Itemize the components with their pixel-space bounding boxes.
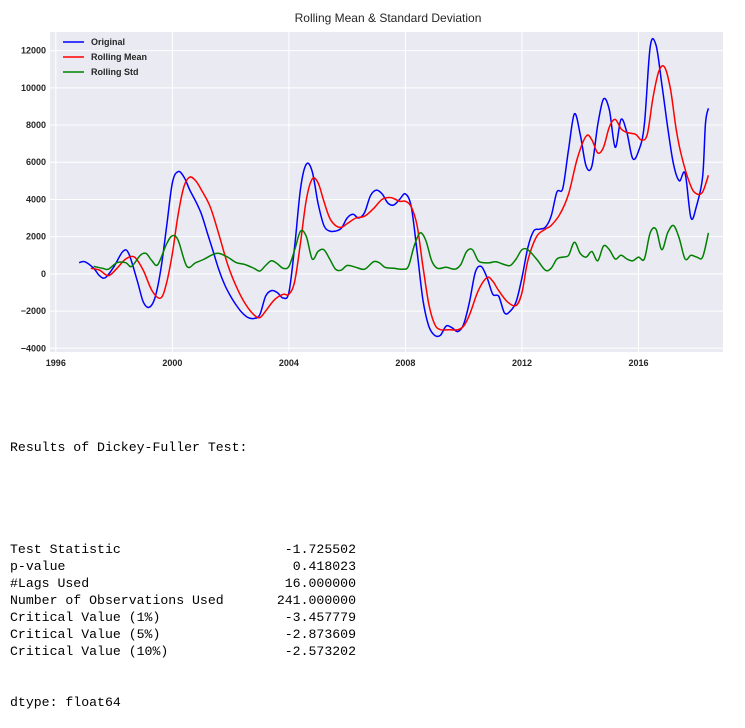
x-tick-label: 2004 xyxy=(279,358,299,368)
result-row: #Lags Used 16.000000 xyxy=(10,575,356,592)
legend-label-rolling-std: Rolling Std xyxy=(91,67,139,77)
chart-svg: Rolling Mean & Standard Deviation 1996 20… xyxy=(21,11,723,368)
series-line-rolling-mean xyxy=(90,65,710,331)
result-label: Test Statistic xyxy=(10,542,121,557)
result-label: Critical Value (10%) xyxy=(10,644,169,659)
y-tick-label: 10000 xyxy=(21,83,46,93)
result-label: Critical Value (1%) xyxy=(10,610,161,625)
result-row: p-value 0.418023 xyxy=(10,558,356,575)
result-label: Critical Value (5%) xyxy=(10,627,161,642)
dickey-fuller-results: Results of Dickey-Fuller Test: Test Stat… xyxy=(10,405,356,728)
series-line-rolling-std xyxy=(93,224,710,272)
y-tick-label: 8000 xyxy=(26,120,46,130)
x-tick-label: 1996 xyxy=(46,358,66,368)
result-value: -1.725502 xyxy=(284,542,356,557)
result-row: Critical Value (10%) -2.573202 xyxy=(10,643,356,660)
x-tick-label: 2008 xyxy=(395,358,415,368)
results-heading: Results of Dickey-Fuller Test: xyxy=(10,440,248,455)
plot-background xyxy=(50,32,723,352)
result-row: Test Statistic -1.725502 xyxy=(10,541,356,558)
result-value: 241.000000 xyxy=(276,593,356,608)
series-group xyxy=(78,37,710,338)
chart-title: Rolling Mean & Standard Deviation xyxy=(295,11,482,25)
y-tick-label: 2000 xyxy=(26,232,46,242)
result-label: p-value xyxy=(10,559,66,574)
result-row: Critical Value (5%) -2.873609 xyxy=(10,626,356,643)
result-value: 0.418023 xyxy=(292,559,356,574)
legend-label-rolling-mean: Rolling Mean xyxy=(91,52,147,62)
x-tick-label: 2000 xyxy=(162,358,182,368)
legend: Original Rolling Mean Rolling Std xyxy=(63,37,147,77)
y-tick-label: 12000 xyxy=(21,46,46,56)
result-row: Number of Observations Used 241.000000 xyxy=(10,592,356,609)
result-value: 16.000000 xyxy=(284,576,356,591)
y-tick-label: −4000 xyxy=(21,343,46,353)
result-value: -3.457779 xyxy=(284,610,356,625)
y-tick-label: −2000 xyxy=(21,306,46,316)
results-rows: Test Statistic -1.725502 p-value 0.418023 #L… xyxy=(10,541,356,660)
y-tick-label: 4000 xyxy=(26,194,46,204)
series-line-original xyxy=(78,37,710,338)
tick-labels: 1996 2000 2004 2008 2012 2016 −4000 −2000 0 2000 4… xyxy=(21,46,649,368)
y-tick-label: 0 xyxy=(41,269,46,279)
result-label: Number of Observations Used xyxy=(10,593,224,608)
x-tick-label: 2016 xyxy=(628,358,648,368)
result-label: #Lags Used xyxy=(10,576,90,591)
legend-label-original: Original xyxy=(91,37,125,47)
result-row: Critical Value (1%) -3.457779 xyxy=(10,609,356,626)
x-tick-label: 2012 xyxy=(512,358,532,368)
result-value: -2.573202 xyxy=(284,644,356,659)
dtype-line: dtype: float64 xyxy=(10,695,121,710)
result-value: -2.873609 xyxy=(284,627,356,642)
rolling-chart: Rolling Mean & Standard Deviation 1996 20… xyxy=(21,11,723,368)
y-tick-label: 6000 xyxy=(26,157,46,167)
